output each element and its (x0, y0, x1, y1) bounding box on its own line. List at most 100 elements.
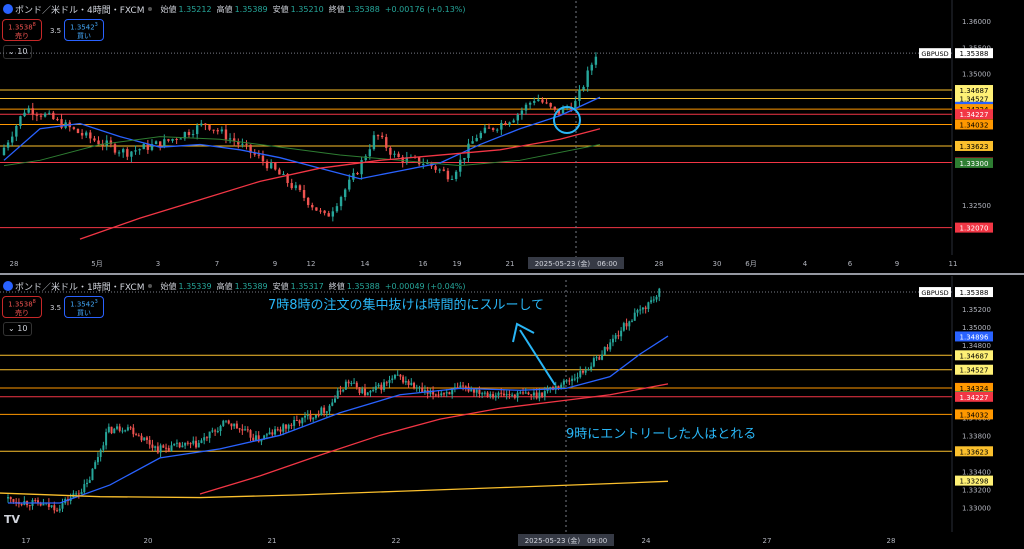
bottom_panel-candle (233, 423, 236, 427)
bottom_panel-candle (456, 387, 459, 389)
top_panel-ma-blue (3, 96, 601, 180)
top_panel-candle (85, 132, 88, 136)
bottom_panel-candle (143, 437, 146, 441)
bottom_panel-candle (162, 445, 165, 448)
top_panel-price-tag-bg (955, 85, 993, 96)
top-chart[interactable]: 1.36000 1.35500 1.35000 1.32500 1.35388 1.346… (0, 1, 993, 269)
bottom_panel-candle (69, 497, 72, 502)
bottom_panel-candle (53, 505, 56, 511)
top-low-value: 1.35210 (290, 4, 324, 14)
bottom_panel-candle (249, 430, 252, 438)
bottom_panel-price-tag-bg (955, 391, 993, 402)
bottom_panel-candle (530, 394, 533, 396)
bottom_panel-candle (257, 435, 260, 442)
bottom_panel-price-tag: 1.35388 (960, 289, 989, 297)
top-buy-button[interactable]: 1.35423 買い (64, 19, 104, 41)
bottom_panel-candle (9, 497, 12, 500)
top_panel-candle (126, 149, 129, 157)
bottom-close-label: 終値 (328, 281, 345, 291)
bottom_panel-price-tag-bg (955, 364, 993, 375)
bottom_panel-candle (241, 429, 244, 431)
bottom_panel-candle (47, 502, 50, 507)
bottom_panel-candle (219, 425, 222, 432)
bottom_panel-candle (483, 392, 486, 394)
bottom-sell-sup: 8 (32, 299, 36, 305)
bottom_panel-price-tag-bg (955, 475, 993, 486)
top_panel-candle (154, 141, 158, 145)
bottom_panel-candle (573, 378, 576, 380)
bottom_panel-candle (178, 442, 181, 448)
bottom_panel-candle (306, 414, 309, 416)
bottom_panel-candle (107, 426, 110, 433)
top-sell-button[interactable]: 1.35388 売り (2, 19, 42, 41)
top_panel-candle (76, 128, 80, 133)
bottom_panel-candle (470, 389, 473, 392)
bottom_panel-candle (154, 446, 157, 448)
top-buy-label: 買い (77, 32, 91, 41)
top-panel-title[interactable]: ポンド／米ドル・4時間・FXCM (15, 5, 145, 16)
bottom_panel-candle (562, 380, 565, 385)
top_panel-candle (574, 100, 577, 110)
bottom-high-value: 1.35389 (234, 281, 268, 291)
bottom_panel-candle (15, 501, 18, 503)
bottom-panel-title[interactable]: ポンド／米ドル・1時間・FXCM (15, 282, 145, 293)
top_panel-candle (434, 166, 437, 170)
top_panel-candle (113, 144, 117, 153)
bottom_panel-candle (145, 437, 148, 440)
bottom_panel-candle (633, 312, 636, 321)
top_panel-candle (237, 141, 240, 145)
bottom_panel-candle (492, 394, 495, 398)
top_panel-candle (335, 206, 339, 212)
top_panel-candle (364, 156, 367, 161)
top_panel-candle (2, 147, 6, 156)
bottom_panel-candle (165, 447, 168, 449)
bottom_panel-candle (393, 375, 396, 379)
top_panel-candle (208, 125, 211, 130)
top_panel-candle (224, 129, 228, 140)
bottom_panel-price-tag: 1.34326 (960, 385, 989, 393)
bottom_panel-candle (64, 499, 67, 504)
top_panel-candle (241, 143, 244, 145)
bottom_panel-candle (238, 428, 241, 430)
top_panel-candle (257, 154, 261, 156)
chevron-down-icon-2: ⌄ (8, 324, 15, 333)
top_panel-price-tag-bg (955, 157, 993, 168)
bottom_panel-candle (467, 386, 470, 392)
bottom-indicator-count: 10 (17, 324, 28, 333)
bottom_panel-candle (423, 390, 426, 393)
bottom_panel-candle (148, 439, 151, 445)
bottom-sell-button[interactable]: 1.35388 売り (2, 296, 42, 318)
bottom_panel-candle (448, 392, 451, 395)
top_panel-candle (475, 138, 478, 142)
bottom_panel-price-tag-bg (955, 383, 993, 394)
top_panel-candle (80, 132, 84, 136)
top-sell-label: 売り (15, 32, 29, 41)
top_panel-candle (23, 112, 26, 117)
bottom_panel-candle (36, 500, 39, 504)
bottom_panel-candle (276, 429, 279, 431)
top_panel-price-tag: 1.35388 (960, 50, 989, 58)
bottom_panel-candle (189, 443, 192, 445)
bottom_panel-candle (658, 288, 661, 297)
top_panel-candle (60, 119, 63, 128)
bottom_panel-candle (235, 423, 238, 429)
top-indicator-toggle[interactable]: ⌄ 10 (3, 45, 33, 59)
top_panel-candle (179, 138, 182, 140)
bottom_panel-candle (369, 390, 372, 393)
top_panel-candle (89, 132, 92, 139)
bottom_panel-candle (625, 323, 628, 327)
bottom_panel-candle (254, 435, 257, 441)
bottom-chart[interactable]: 1.35200 1.35000 1.34800 1.34000 1.33800 1.334… (0, 280, 993, 546)
bottom_panel-candle (323, 407, 326, 413)
tradingview-logo[interactable]: TV (4, 513, 21, 526)
top_panel-time-label: 9 (273, 260, 277, 268)
bottom_panel-price-tag-bg (955, 446, 993, 457)
bottom_panel-candle (23, 500, 26, 505)
top_panel-time-label: 19 (453, 260, 462, 268)
bottom_panel-axis-label: 1.34000 (962, 414, 991, 422)
bottom-indicator-toggle[interactable]: ⌄ 10 (3, 322, 33, 336)
top_panel-candle (343, 189, 347, 198)
top_panel-candle (167, 139, 170, 141)
bottom-buy-button[interactable]: 1.35423 買い (64, 296, 104, 318)
